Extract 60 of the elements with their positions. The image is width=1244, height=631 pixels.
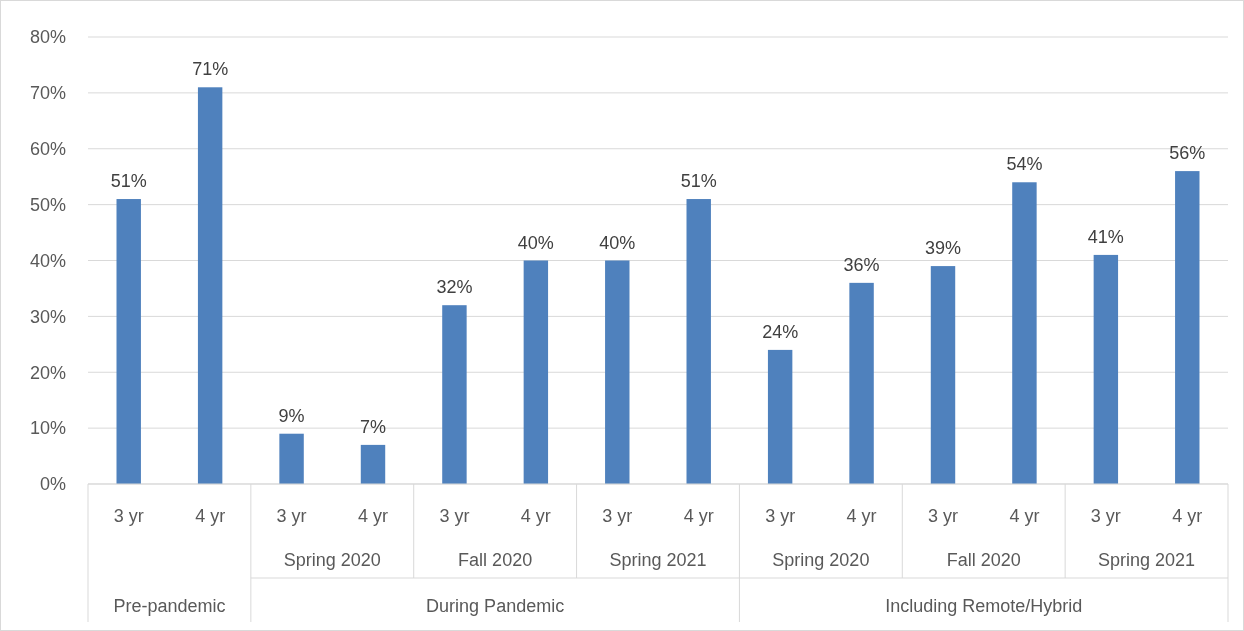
x-tick-label: 4 yr	[1009, 506, 1040, 527]
text: Spring 2020	[283, 550, 381, 571]
y-tick-label: 80%	[29, 27, 66, 48]
bar	[442, 305, 467, 484]
data-label: 24%	[762, 321, 799, 342]
y-tick-label: 20%	[29, 362, 66, 383]
bar	[605, 260, 630, 484]
bar	[279, 433, 304, 484]
y-tick-label: 40%	[29, 250, 66, 271]
data-label: 39%	[924, 238, 962, 259]
x-tick-label: 3 yr	[765, 506, 796, 527]
data-label: 54%	[1006, 154, 1043, 175]
text: Pre-pandemic	[113, 596, 226, 617]
text: Spring 2020	[772, 550, 870, 571]
bar	[1012, 182, 1037, 484]
y-tick-label: 70%	[29, 83, 66, 104]
data-label: 9%	[278, 405, 305, 426]
y-tick-label: 0%	[39, 474, 66, 495]
bar	[1175, 171, 1200, 484]
x-tick-label: 4 yr	[520, 506, 551, 527]
x-tick-label: 3 yr	[439, 506, 470, 527]
x-tick-label: 4 yr	[846, 506, 877, 527]
text: Fall 2020	[946, 550, 1021, 571]
bar	[930, 266, 956, 484]
bar	[1093, 254, 1119, 484]
bar	[523, 260, 549, 484]
bar	[360, 444, 386, 484]
bar	[116, 199, 141, 484]
y-tick-label: 50%	[29, 194, 66, 215]
bar	[767, 349, 793, 484]
text: Fall 2020	[458, 550, 533, 571]
text: Including Remote/Hybrid	[885, 596, 1083, 617]
data-label: 51%	[680, 171, 717, 192]
x-tick-label: 3 yr	[602, 506, 633, 527]
text: During Pandemic	[426, 596, 565, 617]
x-tick-label: 3 yr	[927, 506, 959, 527]
bar	[197, 87, 223, 484]
x-tick-label: 4 yr	[357, 506, 389, 527]
x-tick-label: 3 yr	[1090, 506, 1121, 527]
text: Spring 2021	[609, 550, 707, 571]
data-label: 71%	[192, 59, 229, 80]
bar	[686, 199, 711, 484]
x-tick-label: 4 yr	[683, 506, 714, 527]
y-tick-label: 10%	[29, 418, 66, 439]
data-label: 41%	[1087, 226, 1124, 247]
bar	[849, 282, 874, 484]
data-label: 51%	[110, 171, 147, 192]
data-label: 7%	[359, 416, 387, 437]
x-tick-label: 4 yr	[195, 506, 226, 527]
data-label: 32%	[436, 277, 473, 298]
y-tick-label: 30%	[29, 306, 66, 327]
text: Spring 2021	[1098, 550, 1196, 571]
data-label: 40%	[517, 232, 554, 253]
data-label: 40%	[599, 232, 636, 253]
x-tick-label: 3 yr	[113, 506, 144, 527]
x-tick-label: 4 yr	[1172, 506, 1203, 527]
y-tick-label: 60%	[29, 139, 66, 160]
x-tick-label: 3 yr	[276, 506, 307, 527]
data-label: 56%	[1169, 143, 1206, 164]
data-label: 36%	[843, 254, 880, 275]
